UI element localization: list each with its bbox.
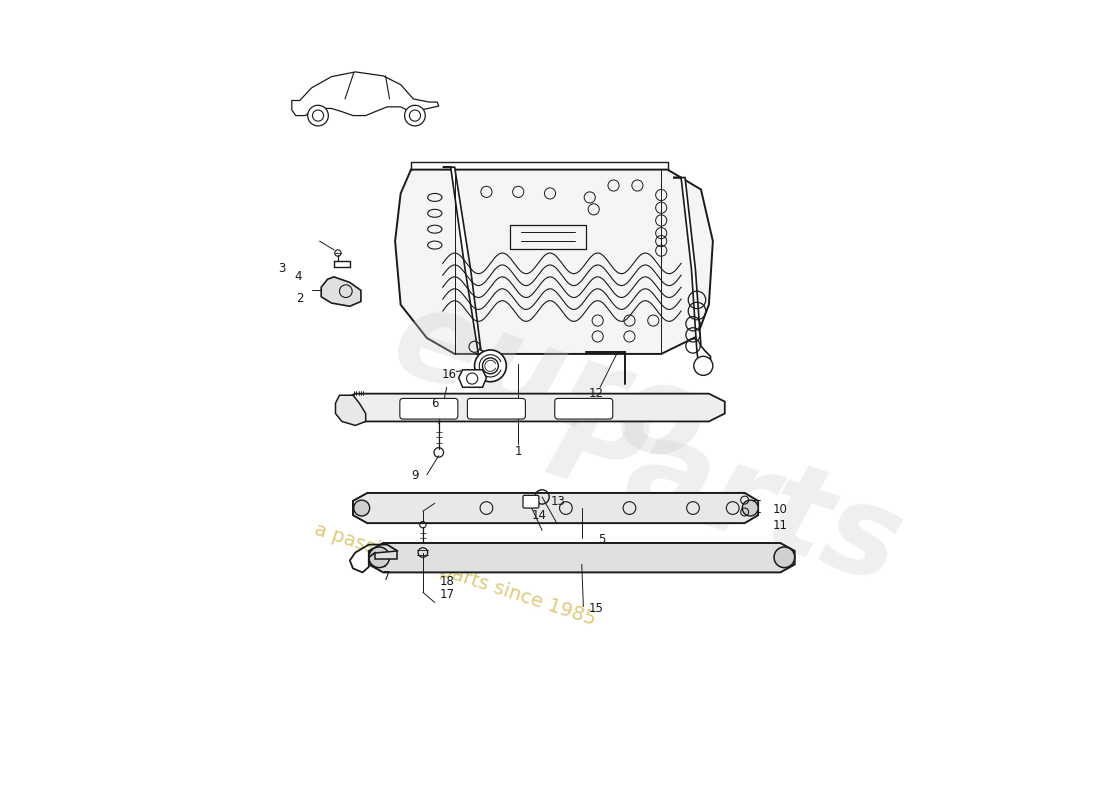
Text: euro: euro <box>378 277 722 491</box>
Polygon shape <box>459 370 486 387</box>
Polygon shape <box>375 551 397 559</box>
Text: 10: 10 <box>773 503 788 516</box>
Polygon shape <box>321 277 361 306</box>
Polygon shape <box>336 395 365 426</box>
Text: 17: 17 <box>439 588 454 601</box>
Text: 12: 12 <box>588 387 604 400</box>
Text: 5: 5 <box>598 533 605 546</box>
Text: 18: 18 <box>439 574 454 588</box>
Polygon shape <box>442 167 496 372</box>
FancyBboxPatch shape <box>554 398 613 419</box>
Circle shape <box>368 547 389 568</box>
Circle shape <box>405 106 426 126</box>
Text: Parts: Parts <box>534 382 916 609</box>
Polygon shape <box>353 493 758 523</box>
Circle shape <box>474 350 506 382</box>
Text: 1: 1 <box>515 445 522 458</box>
FancyBboxPatch shape <box>468 398 526 419</box>
Text: 11: 11 <box>773 519 788 532</box>
Polygon shape <box>368 543 794 572</box>
Circle shape <box>308 106 329 126</box>
Polygon shape <box>340 394 725 422</box>
Circle shape <box>742 500 758 516</box>
FancyBboxPatch shape <box>400 398 458 419</box>
Polygon shape <box>673 178 711 372</box>
Text: 6: 6 <box>431 398 439 410</box>
Text: 13: 13 <box>550 495 565 508</box>
Polygon shape <box>292 72 439 115</box>
Circle shape <box>694 356 713 375</box>
Text: 9: 9 <box>411 469 419 482</box>
Circle shape <box>774 547 794 568</box>
FancyBboxPatch shape <box>522 495 539 508</box>
Text: 16: 16 <box>441 368 456 381</box>
Circle shape <box>354 500 370 516</box>
Text: 7: 7 <box>384 570 390 583</box>
Text: 14: 14 <box>531 509 547 522</box>
Text: 4: 4 <box>295 270 301 283</box>
Polygon shape <box>395 170 713 354</box>
Text: 15: 15 <box>588 602 604 614</box>
Text: 2: 2 <box>296 292 304 305</box>
Text: a passion for parts since 1985: a passion for parts since 1985 <box>311 520 597 630</box>
Text: 3: 3 <box>278 262 286 275</box>
